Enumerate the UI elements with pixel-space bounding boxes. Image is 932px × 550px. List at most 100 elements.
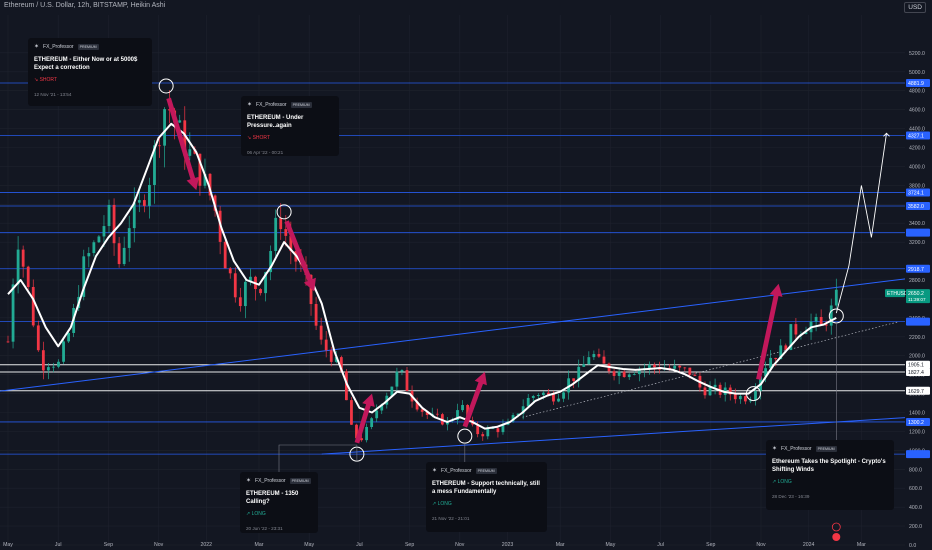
idea-card[interactable]: ✶ FX_Professor PREMIUM ETHEREUM - Under Pr… [241, 96, 339, 156]
candle-body [26, 266, 30, 287]
author-icon: ✶ [247, 102, 253, 108]
candle-body [824, 324, 828, 326]
candle-body [284, 229, 288, 236]
idea-author[interactable]: FX_Professor [256, 101, 287, 108]
candle-body [67, 332, 71, 342]
idea-title[interactable]: ETHEREUM - Under Pressure..again [247, 115, 304, 129]
premium-badge: PREMIUM [475, 467, 497, 474]
candle-body [16, 249, 20, 285]
connector-line [278, 444, 358, 472]
marker-circle [276, 204, 292, 220]
candle-body [183, 120, 187, 156]
candle-body [264, 272, 267, 294]
projection-path [835, 132, 890, 314]
candle-body [375, 410, 379, 419]
candle-body [516, 413, 520, 416]
candle-body [400, 370, 404, 372]
candle-body [547, 392, 550, 395]
candle-body [622, 371, 626, 378]
candle-body [62, 341, 65, 362]
idea-author[interactable]: FX_Professor [781, 445, 812, 452]
candle-body [653, 364, 656, 368]
candle-body [481, 434, 485, 437]
idea-date: 21 Nov '22 - 21:01 [432, 516, 470, 521]
marker-circle [158, 78, 174, 94]
trend-up-icon: ↗ [772, 479, 778, 485]
moving-average-line [7, 122, 837, 430]
candles[interactable] [6, 90, 838, 443]
candle-body [552, 394, 555, 402]
candle-body [355, 424, 358, 439]
candle-body [486, 428, 490, 437]
idea-title[interactable]: ETHEREUM - Support technically, still a … [432, 481, 540, 495]
candle-body [683, 367, 687, 369]
candle-body [339, 357, 343, 372]
candle-body [208, 173, 212, 196]
candle-body [107, 204, 111, 227]
candle-body [703, 387, 707, 396]
candle-body [228, 268, 232, 274]
candle-body [87, 253, 91, 257]
candle-body [92, 242, 96, 254]
idea-direction: ↘ SHORT [247, 135, 271, 141]
candle-body [733, 394, 737, 400]
candle-body [365, 426, 368, 441]
candle-body [794, 324, 798, 335]
candle-body [117, 243, 121, 265]
candle-body [344, 371, 348, 401]
idea-card[interactable]: ✶ FX_Professor PREMIUM ETHEREUM - Support … [426, 462, 547, 532]
idea-date: 28 Dec '23 - 16:39 [772, 494, 810, 499]
candle-body [637, 369, 641, 375]
candle-body [334, 357, 338, 362]
candle-body [567, 378, 571, 393]
premium-badge: PREMIUM [815, 445, 837, 452]
idea-title[interactable]: Ethereum Takes the Spotlight - Crypto's … [772, 459, 886, 473]
candle-body [602, 356, 606, 364]
candle-body [243, 281, 247, 307]
author-icon: ✶ [34, 44, 40, 50]
idea-author[interactable]: FX_Professor [255, 477, 286, 484]
candle-body [789, 324, 793, 350]
candle-body [380, 404, 384, 411]
idea-title[interactable]: ETHEREUM - 1350 Calling? [246, 491, 299, 505]
candle-body [249, 276, 252, 282]
candle-body [329, 350, 333, 362]
idea-direction: ↗ LONG [246, 511, 266, 517]
idea-connectors [278, 322, 837, 472]
candle-body [122, 247, 126, 265]
candle-body [6, 341, 10, 343]
candle-body [572, 378, 576, 381]
candle-body [223, 241, 227, 269]
author-icon: ✶ [432, 468, 438, 474]
candle-body [47, 367, 50, 371]
candle-body [41, 350, 45, 371]
candle-body [557, 398, 560, 402]
idea-card[interactable]: ✶ FX_Professor PREMIUM ETHEREUM - 1350 Cal… [240, 472, 318, 533]
candle-body [314, 304, 318, 326]
idea-date: 06 Apr '22 - 00:21 [247, 150, 284, 155]
candle-body [597, 354, 601, 357]
trend-up-icon: ↗ [432, 501, 438, 507]
idea-card[interactable]: ✶ FX_Professor PREMIUM Ethereum Takes the … [766, 440, 894, 510]
currency-button[interactable]: USD [904, 2, 926, 13]
idea-author[interactable]: FX_Professor [43, 43, 74, 50]
candle-body [562, 392, 565, 399]
candle-body [819, 316, 823, 325]
candle-body [319, 325, 323, 340]
idea-card[interactable]: ✶ FX_Professor PREMIUM ETHEREUM - Either N… [28, 38, 152, 106]
candle-body [52, 366, 55, 368]
candle-body [769, 357, 773, 369]
candle-body [11, 284, 15, 342]
candle-body [582, 364, 586, 367]
projection-line [835, 133, 887, 314]
idea-author[interactable]: FX_Professor [441, 467, 472, 474]
candle-body [31, 286, 35, 326]
price-axis-background [905, 0, 932, 550]
candle-body [713, 384, 717, 388]
signal-arrows [166, 97, 783, 444]
candle-body [112, 204, 116, 244]
candle-body [632, 374, 636, 375]
premium-badge: PREMIUM [77, 43, 99, 50]
idea-title[interactable]: ETHEREUM - Either Now or at 5000$ Expect… [34, 57, 138, 71]
